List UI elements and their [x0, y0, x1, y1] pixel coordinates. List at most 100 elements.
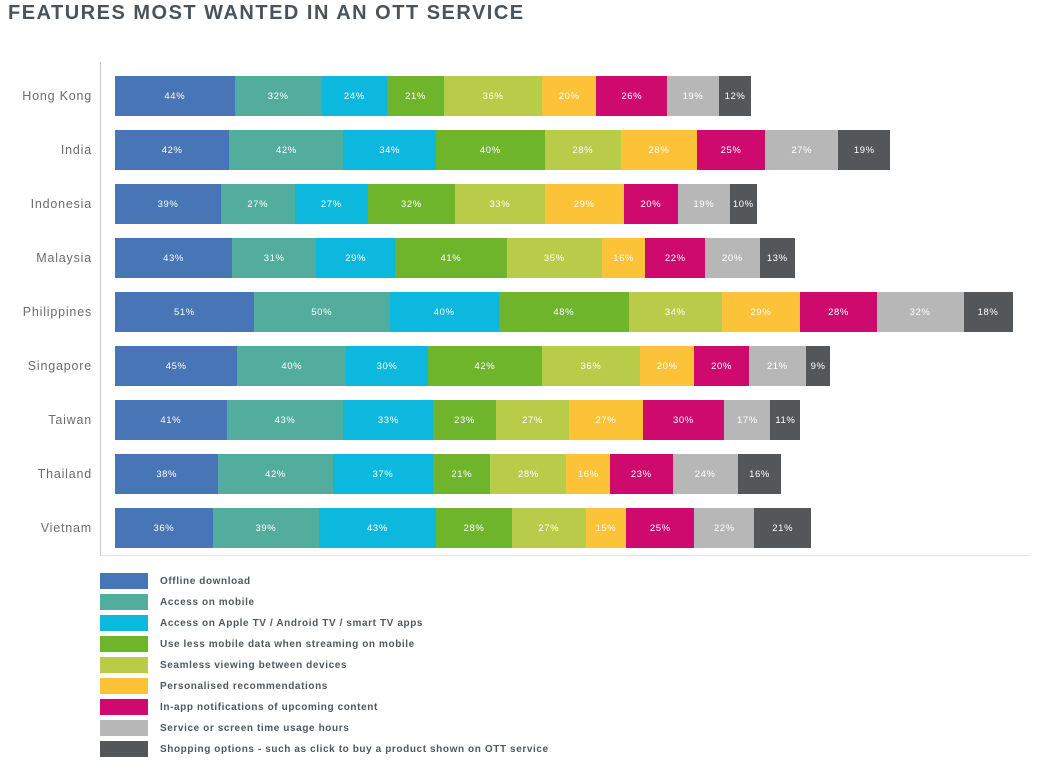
stacked-bar: 51% 50% 40% 48% 34% 29% 28% 32% 18% — [115, 292, 1013, 332]
bar-segment: 28% — [435, 508, 513, 548]
legend-label: Shopping options - such as click to buy … — [160, 743, 549, 755]
bar-segment: 15% — [585, 508, 627, 548]
bar-segment: 20% — [705, 238, 760, 278]
legend-swatch — [100, 615, 148, 631]
bar-segment: 23% — [433, 400, 496, 440]
bar-segment: 27% — [512, 508, 586, 548]
legend-item: Personalised recommendations — [100, 678, 549, 694]
bar-segment: 40% — [237, 346, 347, 386]
bar-segment: 19% — [838, 130, 891, 170]
bar-row: 39% 27% 27% 32% 33% 29% 20% 19% 10% — [101, 177, 1030, 231]
bar-segment: 28% — [490, 454, 567, 494]
legend-label: Seamless viewing between devices — [160, 659, 348, 671]
bar-row: 51% 50% 40% 48% 34% 29% 28% 32% 18% — [101, 285, 1030, 339]
bar-segment: 18% — [963, 292, 1013, 332]
bar-segment: 25% — [697, 130, 766, 170]
bar-segment: 39% — [212, 508, 319, 548]
bar-segment: 25% — [626, 508, 695, 548]
stacked-bar: 39% 27% 27% 32% 33% 29% 20% 19% 10% — [115, 184, 757, 224]
bar-row: 43% 31% 29% 41% 35% 16% 22% 20% 13% — [101, 231, 1030, 285]
bar-row: 45% 40% 30% 42% 36% 20% 20% 21% 9% — [101, 339, 1030, 393]
stacked-bar: 45% 40% 30% 42% 36% 20% 20% 21% 9% — [115, 346, 831, 386]
legend-label: Access on Apple TV / Android TV / smart … — [160, 617, 424, 629]
bar-segment: 19% — [678, 184, 730, 224]
bar-segment: 17% — [724, 400, 771, 440]
bar-row: 42% 42% 34% 40% 28% 28% 25% 27% 19% — [101, 123, 1030, 177]
bar-segment: 36% — [444, 76, 542, 116]
y-axis-labels: Hong Kong India Indonesia Malaysia Philippin… — [0, 62, 92, 556]
bar-segment: 38% — [115, 454, 219, 494]
stacked-bar: 36% 39% 43% 28% 27% 15% 25% 22% 21% — [115, 508, 812, 548]
legend-item: Access on Apple TV / Android TV / smart … — [100, 615, 549, 631]
bar-row: 41% 43% 33% 23% 27% 27% 30% 17% 11% — [101, 393, 1030, 447]
bar-segment: 50% — [253, 292, 390, 332]
stacked-bar: 43% 31% 29% 41% 35% 16% 22% 20% 13% — [115, 238, 795, 278]
bar-segment: 21% — [386, 76, 445, 116]
bar-segment: 43% — [115, 238, 232, 278]
bar-segment: 42% — [115, 130, 230, 170]
legend-label: In-app notifications of upcoming content — [160, 701, 378, 713]
legend: Offline download Access on mobile Access o… — [100, 573, 549, 762]
chart-title: FEATURES MOST WANTED IN AN OTT SERVICE — [8, 2, 525, 24]
bars-area: 44% 32% 24% 21% 36% 20% 26% 19% 12% 42% 42% 34% 40% 2… — [100, 62, 1030, 556]
bar-segment: 29% — [721, 292, 801, 332]
bar-segment: 22% — [645, 238, 706, 278]
bar-segment: 26% — [596, 76, 668, 116]
bar-segment: 9% — [805, 346, 831, 386]
legend-swatch — [100, 678, 148, 694]
bar-segment: 27% — [221, 184, 295, 224]
bar-segment: 16% — [601, 238, 646, 278]
legend-swatch — [100, 720, 148, 736]
legend-item: Access on mobile — [100, 594, 549, 610]
category-label: Indonesia — [30, 197, 92, 211]
bar-segment: 28% — [544, 130, 621, 170]
legend-swatch — [100, 573, 148, 589]
bar-segment: 19% — [667, 76, 719, 116]
legend-label: Offline download — [160, 575, 251, 587]
bar-segment: 30% — [346, 346, 428, 386]
bar-segment: 33% — [454, 184, 545, 224]
bar-segment: 36% — [542, 346, 640, 386]
bar-segment: 40% — [389, 292, 499, 332]
legend-item: Shopping options - such as click to buy … — [100, 741, 549, 757]
bar-segment: 31% — [231, 238, 317, 278]
bar-segment: 37% — [332, 454, 434, 494]
legend-label: Access on mobile — [160, 596, 255, 608]
stacked-bar: 42% 42% 34% 40% 28% 28% 25% 27% 19% — [115, 130, 891, 170]
stacked-bar: 41% 43% 33% 23% 27% 27% 30% 17% 11% — [115, 400, 801, 440]
bar-row: 38% 42% 37% 21% 28% 16% 23% 24% 16% — [101, 447, 1030, 501]
bar-segment: 29% — [316, 238, 396, 278]
bar-segment: 10% — [729, 184, 757, 224]
bar-segment: 21% — [433, 454, 491, 494]
bar-segment: 20% — [639, 346, 695, 386]
bar-segment: 27% — [495, 400, 570, 440]
legend-swatch — [100, 741, 148, 757]
bar-segment: 34% — [629, 292, 722, 332]
bar-segment: 43% — [226, 400, 344, 440]
bar-segment: 48% — [498, 292, 630, 332]
bar-segment: 35% — [506, 238, 602, 278]
bar-segment: 20% — [623, 184, 678, 224]
bar-segment: 20% — [694, 346, 749, 386]
bar-segment: 32% — [876, 292, 964, 332]
bar-row: 36% 39% 43% 28% 27% 15% 25% 22% 21% — [101, 501, 1030, 555]
bar-segment: 44% — [115, 76, 235, 116]
bar-segment: 41% — [115, 400, 227, 440]
stacked-bar: 44% 32% 24% 21% 36% 20% 26% 19% 12% — [115, 76, 752, 116]
category-label: Philippines — [22, 305, 92, 319]
bar-segment: 29% — [544, 184, 624, 224]
bar-segment: 51% — [115, 292, 254, 332]
bar-segment: 11% — [770, 400, 801, 440]
bar-segment: 28% — [800, 292, 877, 332]
category-label: Taiwan — [48, 413, 92, 427]
bar-segment: 16% — [737, 454, 782, 494]
legend-item: Offline download — [100, 573, 549, 589]
legend-swatch — [100, 657, 148, 673]
bar-segment: 33% — [343, 400, 434, 440]
category-label: Malaysia — [36, 251, 92, 265]
bar-segment: 32% — [234, 76, 322, 116]
stacked-bar: 38% 42% 37% 21% 28% 16% 23% 24% 16% — [115, 454, 782, 494]
bar-segment: 40% — [435, 130, 545, 170]
bar-segment: 20% — [541, 76, 597, 116]
legend-swatch — [100, 636, 148, 652]
